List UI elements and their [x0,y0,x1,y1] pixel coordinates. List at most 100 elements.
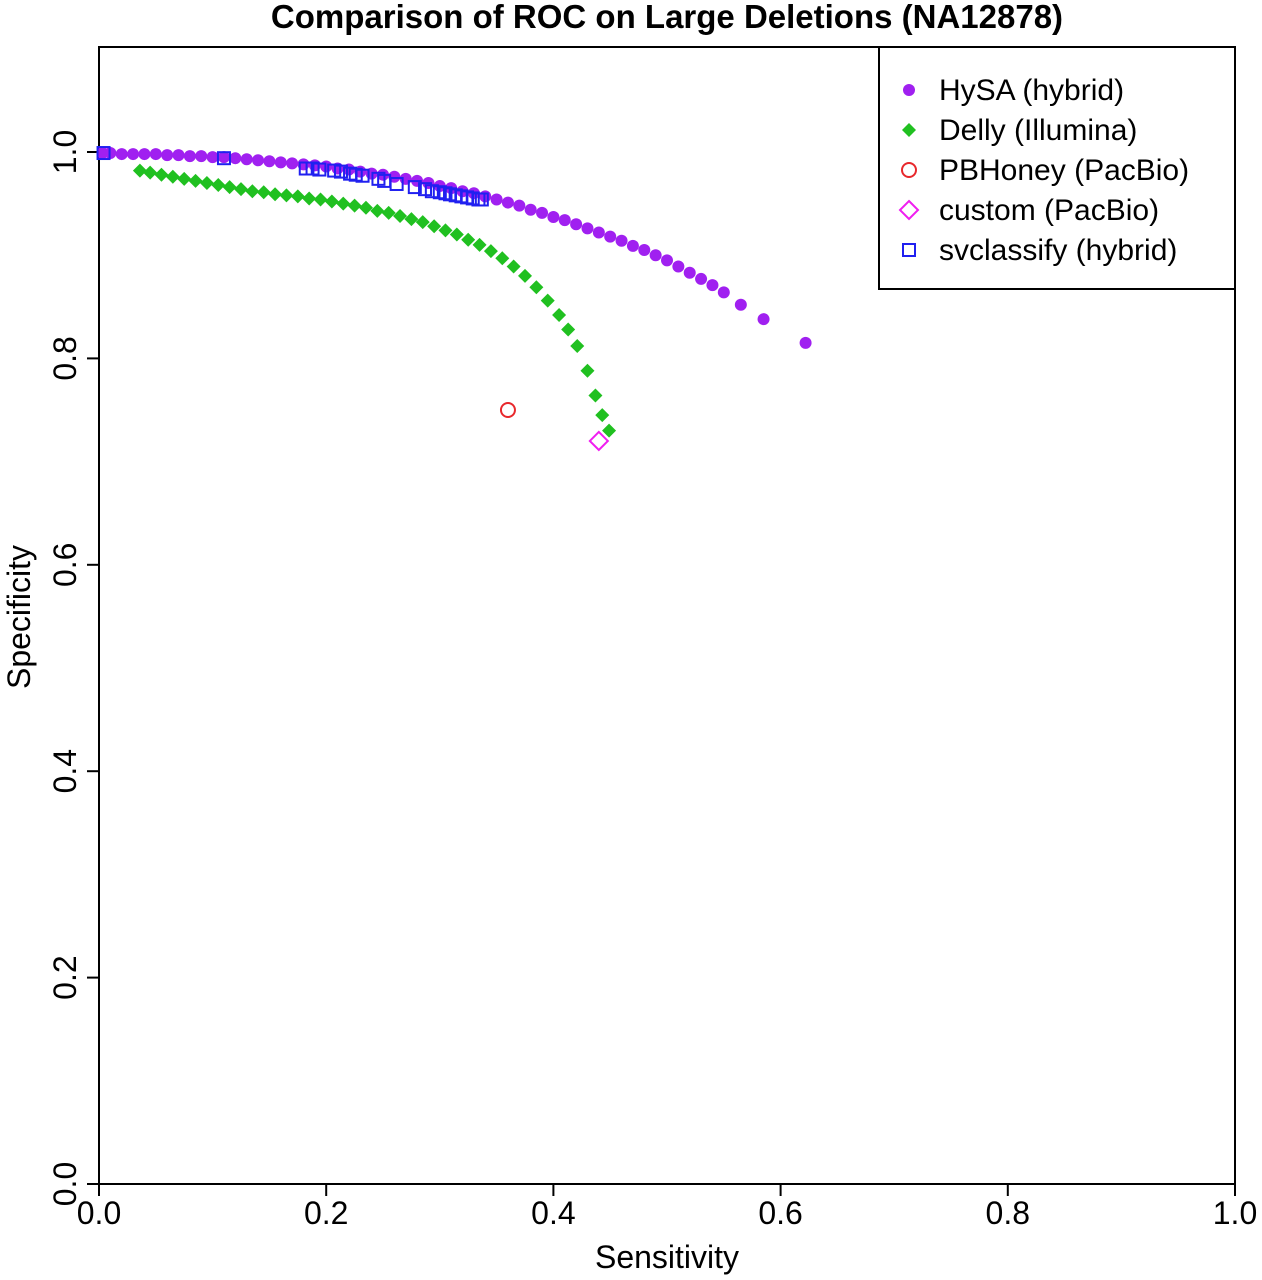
legend-marker [902,243,916,257]
data-point [513,199,526,212]
data-point [518,268,532,283]
data-point [217,151,230,164]
data-point [188,173,203,188]
data-point [393,208,408,223]
legend-label: Delly (Illumina) [939,114,1137,147]
data-point [154,167,169,182]
data-point [165,169,180,184]
data-point [592,226,605,239]
data-point [177,171,192,186]
data-point [717,286,730,299]
data-point [404,212,419,227]
data-point [336,196,351,211]
data-point [138,148,151,161]
y-tick-label: 0.4 [47,749,83,793]
data-point [588,430,610,452]
data-point [172,149,185,162]
data-point [540,293,555,308]
data-point [370,203,385,218]
x-tick-label: 0.4 [531,1195,575,1231]
legend-label: custom (PacBio) [939,194,1159,227]
data-point [132,163,147,178]
data-point [324,194,339,209]
data-point [483,244,498,259]
data-point [211,178,226,193]
data-point [683,266,696,279]
data-point [263,155,276,168]
series-3 [588,430,610,452]
data-point [424,184,439,199]
data-point [474,192,489,207]
data-point [552,308,567,323]
data-point [222,180,237,195]
data-point [604,230,617,243]
data-point [529,280,544,295]
data-point [245,184,260,199]
x-tick-label: 0.0 [77,1195,121,1231]
data-point [799,336,812,349]
data-point [389,176,404,191]
data-point [570,218,583,231]
data-point [524,203,537,216]
data-point [649,249,662,262]
data-point [438,223,453,238]
data-point [570,339,585,354]
x-tick-label: 0.6 [758,1195,802,1231]
legend-box [878,46,1236,290]
legend-label: HySA (hybrid) [939,74,1124,107]
legend-marker [902,123,916,137]
y-tick-label: 0.8 [47,336,83,380]
data-point [638,244,651,257]
data-point [96,146,111,161]
data-point [313,192,328,207]
legend-marker [901,162,917,178]
data-point [427,219,442,234]
x-axis: 0.0 0.2 0.4 0.6 0.8 1.0 [77,1184,1257,1231]
data-point [240,153,253,166]
data-point [695,272,708,285]
data-point [161,149,174,162]
chart-title: Comparison of ROC on Large Deletions (NA… [271,0,1063,35]
data-point [252,154,265,167]
data-point [547,211,560,224]
data-point [499,402,516,418]
data-point [312,162,327,177]
y-tick-label: 0.2 [47,955,83,999]
data-point [490,193,503,206]
data-point [256,185,271,200]
data-point [626,239,639,252]
legend-label: svclassify (hybrid) [939,234,1177,267]
data-point [415,215,430,230]
data-point [734,298,747,311]
data-point [595,408,610,423]
data-point [580,363,595,378]
data-point [558,214,571,227]
y-tick-label: 0.0 [47,1162,83,1206]
y-axis: 0.0 0.2 0.4 0.6 0.8 1.0 [47,130,99,1206]
series-0 [96,147,812,349]
y-tick-label: 1.0 [47,130,83,174]
series-1 [132,163,617,438]
data-point [183,150,196,163]
data-point [602,423,617,438]
data-point [229,152,242,165]
legend-label: PBHoney (PacBio) [939,154,1189,187]
data-point [472,237,487,252]
data-points [96,146,812,452]
x-axis-title: Sensitivity [595,1239,739,1275]
x-tick-label: 1.0 [1213,1195,1257,1231]
data-point [333,164,348,179]
data-point [199,175,214,190]
data-point [536,206,549,219]
legend-marker [898,199,920,221]
data-point [581,222,594,235]
data-point [615,234,628,247]
y-axis-title: Specificity [1,545,37,689]
data-point [757,313,770,326]
data-point [506,259,521,274]
data-point [661,254,673,267]
data-point [234,182,248,197]
data-point [438,186,453,201]
data-point [381,205,396,220]
